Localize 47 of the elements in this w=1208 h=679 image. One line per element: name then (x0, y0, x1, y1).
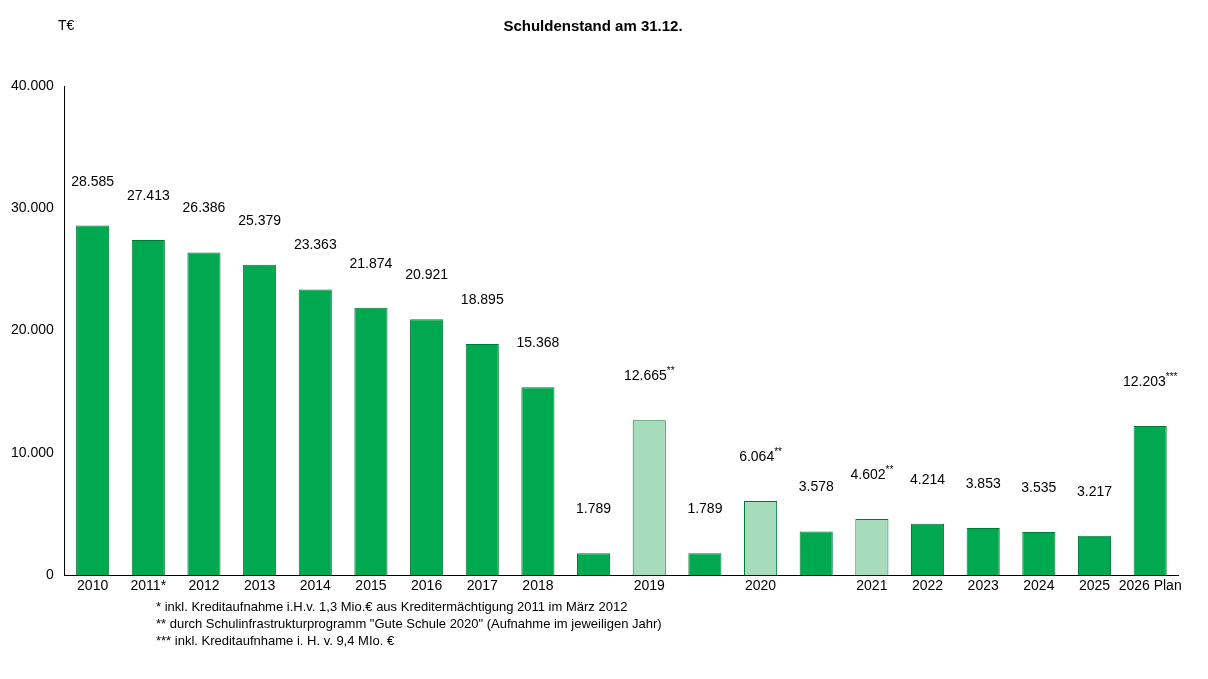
data-label: 27.413 (126, 186, 170, 203)
x-tick-label: 2013 (244, 577, 276, 594)
x-tick-label: 2022 (911, 577, 944, 594)
data-label: 1.789 (576, 500, 612, 517)
x-tick-label: 2024 (1023, 577, 1055, 594)
data-label: 3.217 (1076, 482, 1113, 499)
data-label: 15.368 (516, 334, 560, 351)
data-label: 18.895 (460, 291, 504, 308)
data-label: 26.386 (182, 199, 226, 216)
data-label: 3.853 (965, 475, 1001, 492)
x-tick-label: 2015 (355, 577, 387, 594)
y-tick-label: 10.000 (10, 443, 55, 460)
data-label: 21.874 (349, 254, 393, 271)
x-tick-label: 2023 (967, 577, 999, 594)
x-tick-label: 2011* (130, 577, 167, 594)
data-label: 20.921 (405, 266, 449, 283)
x-tick-label: 2026 Plan (1118, 577, 1182, 594)
data-label: 25.379 (238, 211, 282, 228)
data-label: 3.535 (1021, 478, 1057, 495)
x-tick-label: 2010 (77, 577, 109, 594)
data-label: 6.064** (739, 446, 783, 465)
data-label: 1.789 (687, 500, 723, 517)
data-label: 12.203*** (1122, 370, 1178, 389)
data-label: 3.578 (798, 478, 834, 495)
x-tick-label: 2014 (299, 577, 332, 594)
y-axis-title: T€ (58, 17, 75, 33)
x-tick-label: 2021 (856, 577, 888, 594)
text: * inkl. Kreditaufnahme i.H.v. 1,3 Mio.€ aus Kreditermächtigung 2011 im März 2012 (156, 598, 629, 615)
data-label: 4.602** (850, 463, 894, 482)
x-tick-label: 2012 (188, 577, 220, 594)
y-tick-label: 30.000 (10, 199, 55, 216)
x-tick-label: 2019 (633, 577, 666, 594)
x-tick-label: 2018 (522, 577, 554, 594)
x-tick-label: 2017 (466, 577, 499, 594)
y-tick-label: 0 (46, 566, 55, 583)
data-label: 4.214 (910, 470, 946, 487)
x-tick-label: 2020 (744, 577, 777, 594)
data-label: 28.585 (71, 172, 115, 189)
x-tick-label: 2025 (1078, 577, 1111, 594)
data-label: 23.363 (293, 236, 337, 253)
chart-title: Schuldenstand am 31.12. (503, 17, 683, 35)
y-tick-label: 20.000 (10, 321, 55, 338)
text: ** durch Schulinfrastrukturprogramm "Gute Schule 2020" (Aufnahme im jeweiligen Jahr) (156, 615, 663, 632)
data-label: 12.665** (623, 365, 675, 384)
x-tick-label: 2016 (411, 577, 443, 594)
text: *** inkl. Kreditaufnhame i. H. v. 9,4 MIo. € (156, 632, 396, 649)
y-tick-label: 40.000 (10, 76, 55, 93)
